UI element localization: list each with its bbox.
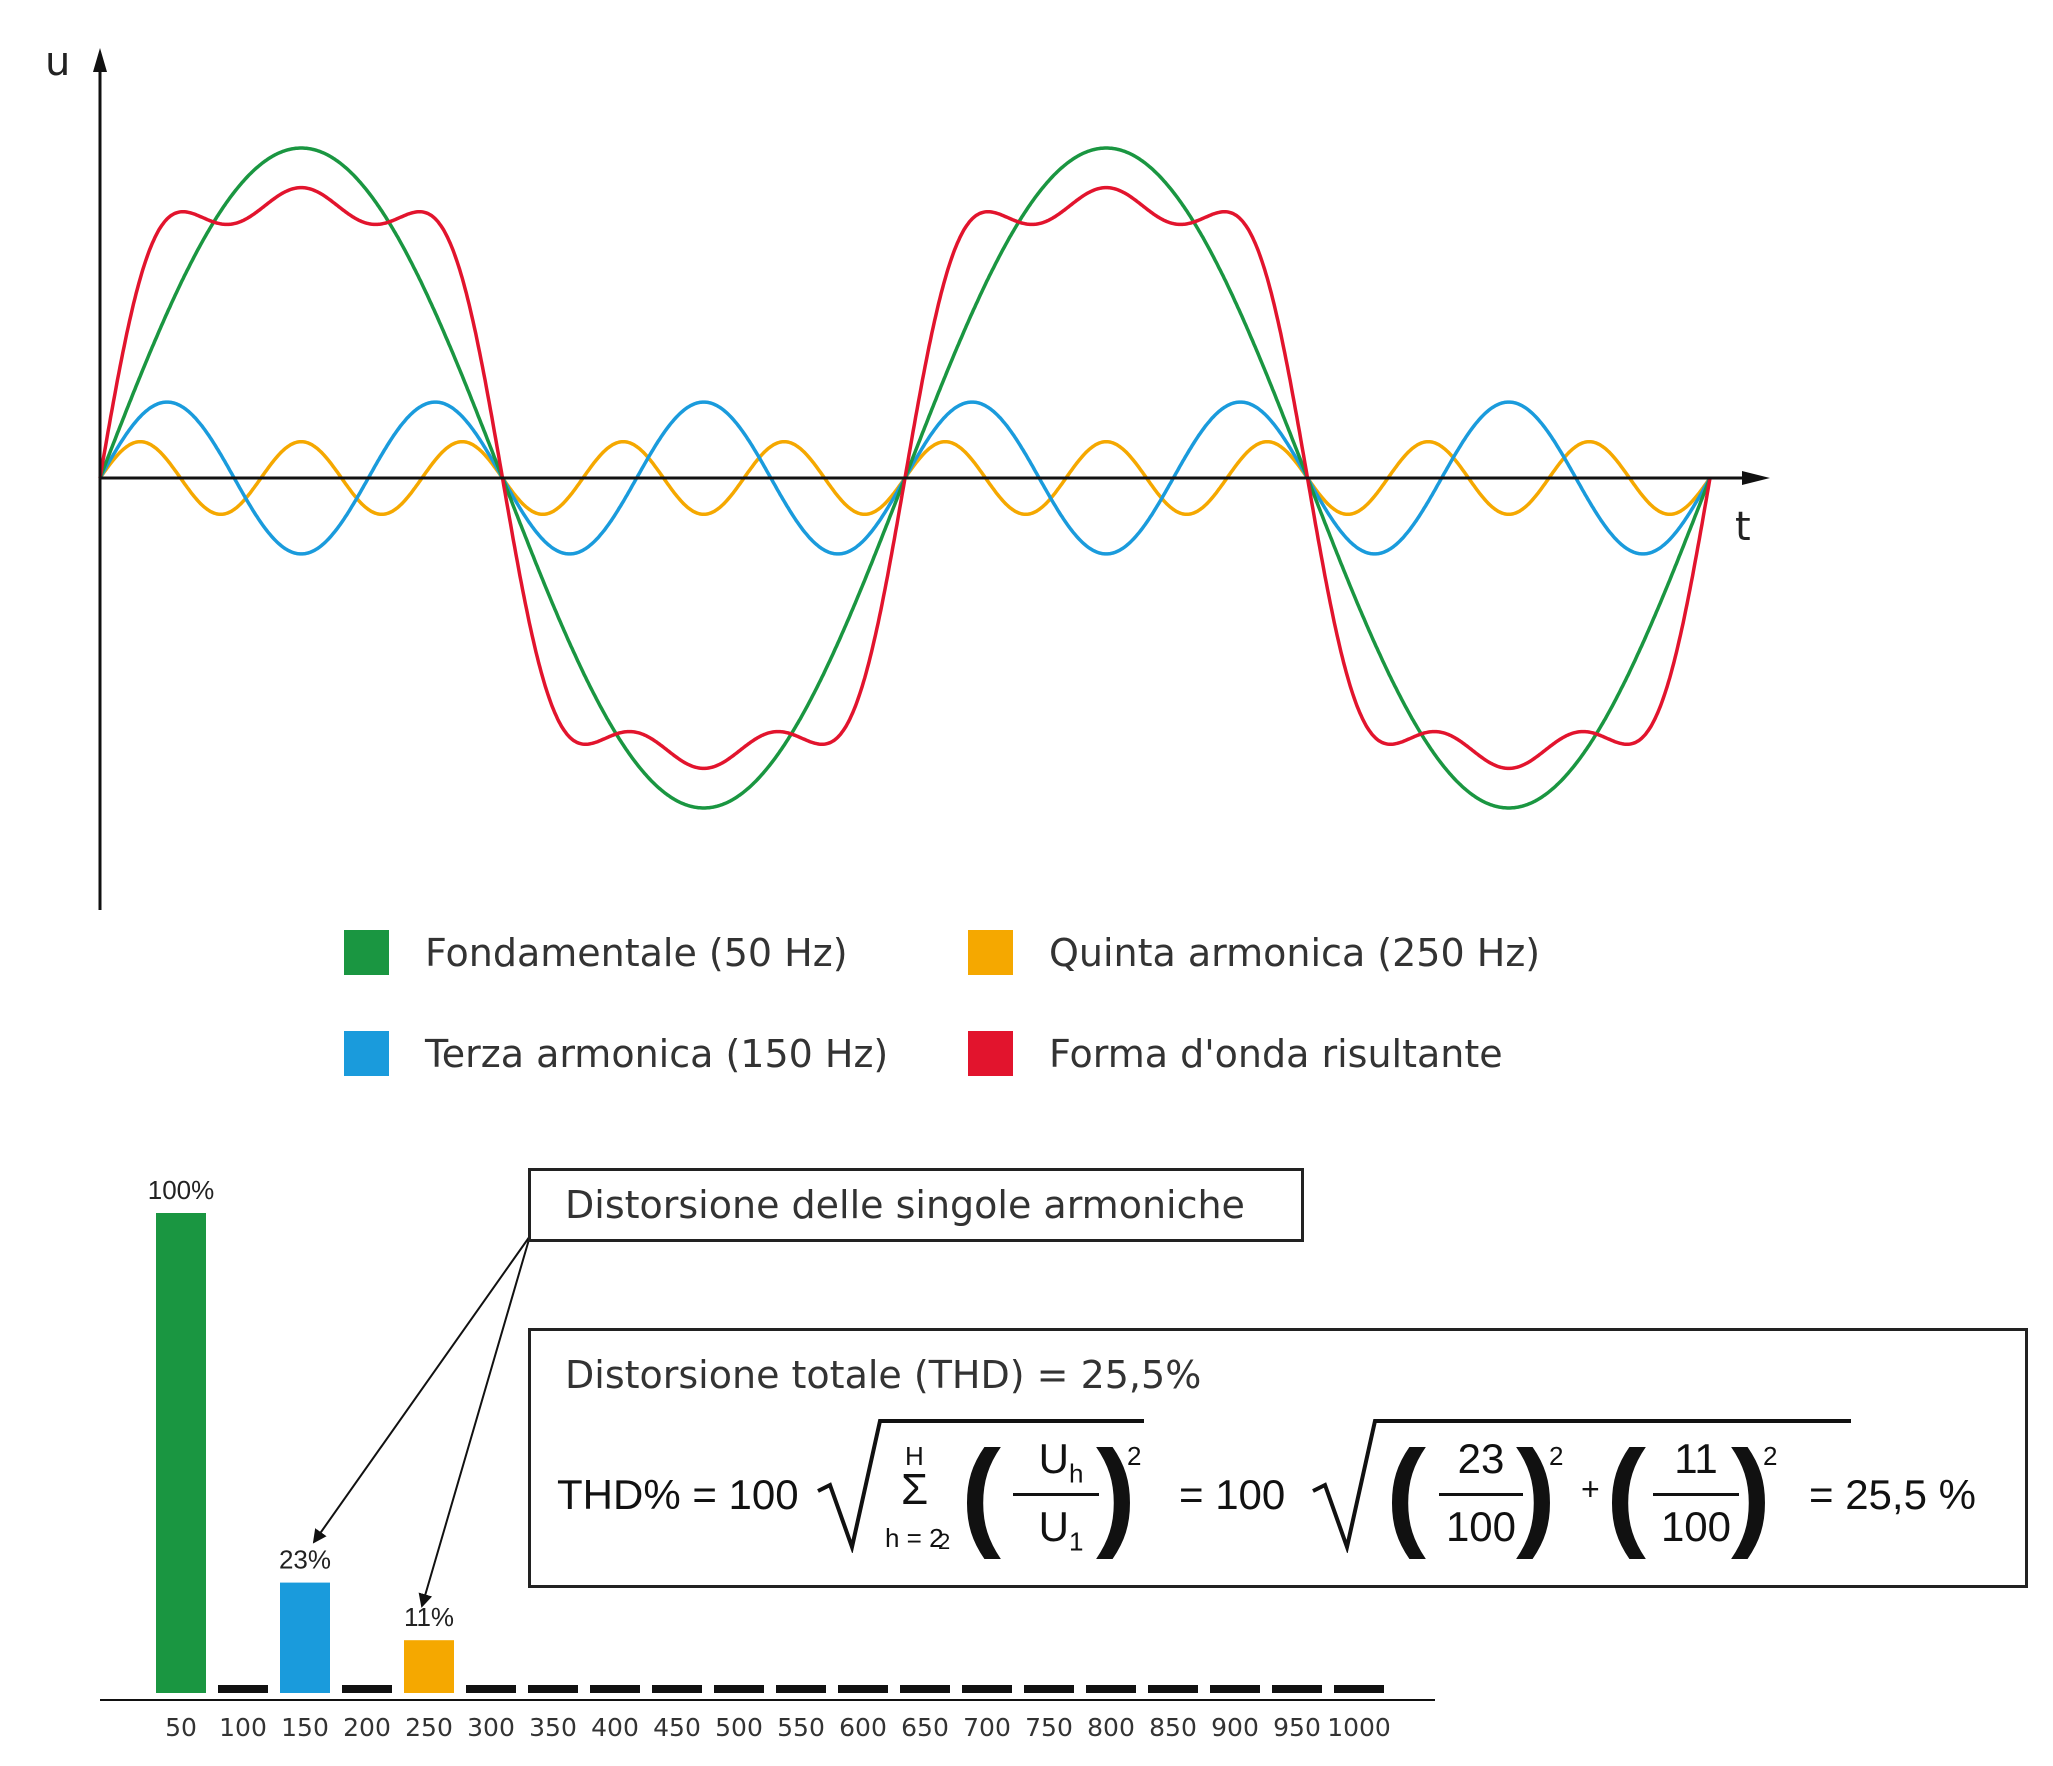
bar-1000 xyxy=(1334,1685,1384,1693)
waveform-chart: u t xyxy=(45,39,1770,910)
bar-850 xyxy=(1148,1685,1198,1693)
legend-swatch xyxy=(344,930,389,975)
bar-400 xyxy=(590,1685,640,1693)
bar-300 xyxy=(466,1685,516,1693)
tick-label-50: 50 xyxy=(165,1713,197,1742)
thd-box: Distorsione totale (THD) = 25,5% THD% = … xyxy=(528,1328,2028,1588)
tick-label-750: 750 xyxy=(1025,1713,1073,1742)
exp-2: 2 xyxy=(1549,1441,1564,1471)
bar-900 xyxy=(1210,1685,1260,1693)
bar-450 xyxy=(652,1685,702,1693)
legend-item-quinta: Quinta armonica (250 Hz) xyxy=(968,930,1540,975)
frac-1-den: 100 xyxy=(1445,1503,1517,1550)
tick-label-600: 600 xyxy=(839,1713,887,1742)
frac-bar-1 xyxy=(1013,1493,1099,1496)
tick-label-650: 650 xyxy=(901,1713,949,1742)
tick-label-800: 800 xyxy=(1087,1713,1135,1742)
paren-close-2: ) xyxy=(1516,1426,1556,1560)
callout-box: Distorsione delle singole armoniche xyxy=(528,1168,1304,1242)
y-axis-label: u xyxy=(45,39,70,85)
tick-label-400: 400 xyxy=(591,1713,639,1742)
data-label-50: 100% xyxy=(148,1175,215,1205)
harmonic-spectrum-chart: 100% 23% 11% 50 100 150 200 250 300 350 400 450 500… xyxy=(100,1175,1435,1742)
tick-label-500: 500 xyxy=(715,1713,763,1742)
bar-950 xyxy=(1272,1685,1322,1693)
legend-label: Quinta armonica (250 Hz) xyxy=(1049,930,1541,975)
tick-label-100: 100 xyxy=(219,1713,267,1742)
sum-index-2: 2 xyxy=(938,1529,951,1554)
tick-labels-group: 50 100 150 200 250 300 350 400 450 500 550 600 650 70… xyxy=(165,1713,1391,1742)
sum-top: H xyxy=(905,1441,924,1471)
legend-swatch xyxy=(344,1031,389,1076)
data-label-150: 23% xyxy=(279,1545,331,1575)
tick-label-900: 900 xyxy=(1211,1713,1259,1742)
legend-item-terza: Terza armonica (150 Hz) xyxy=(344,1031,888,1076)
tick-label-550: 550 xyxy=(777,1713,825,1742)
legend-label: Fondamentale (50 Hz) xyxy=(425,930,848,975)
x-axis-arrow xyxy=(1742,471,1770,485)
radical-1 xyxy=(817,1419,1144,1553)
bar-100 xyxy=(218,1685,268,1693)
formula-mid: = 100 xyxy=(1179,1471,1286,1518)
tick-label-350: 350 xyxy=(529,1713,577,1742)
callout-arrow-250 xyxy=(418,1235,531,1608)
formula-result: = 25,5 % xyxy=(1809,1471,1976,1518)
exp-3: 2 xyxy=(1763,1441,1778,1471)
y-axis-arrow xyxy=(93,48,107,72)
callout-arrow-150 xyxy=(312,1235,531,1544)
formula-lhs: THD% = 100 xyxy=(557,1471,799,1518)
legend-swatch xyxy=(968,930,1013,975)
tick-label-850: 850 xyxy=(1149,1713,1197,1742)
tick-label-300: 300 xyxy=(467,1713,515,1742)
frac-u-num: Uh xyxy=(1038,1435,1084,1489)
paren-close-3: ) xyxy=(1731,1426,1771,1560)
legend-item-fondamentale: Fondamentale (50 Hz) xyxy=(344,930,848,975)
bar-350 xyxy=(528,1685,578,1693)
bar-500 xyxy=(714,1685,764,1693)
paren-close-1: ) xyxy=(1096,1426,1136,1560)
legend-label: Terza armonica (150 Hz) xyxy=(425,1031,889,1076)
frac-2-num: 11 xyxy=(1674,1435,1718,1482)
legend-item-risultante: Forma d'onda risultante xyxy=(968,1031,1503,1076)
frac-2-den: 100 xyxy=(1660,1503,1732,1550)
bar-250 xyxy=(404,1640,454,1693)
exp-1: 2 xyxy=(1127,1441,1142,1471)
bar-750 xyxy=(1024,1685,1074,1693)
bar-150 xyxy=(280,1582,330,1693)
tick-label-950: 950 xyxy=(1273,1713,1321,1742)
sum-symbol: Σ xyxy=(901,1465,929,1514)
bar-700 xyxy=(962,1685,1012,1693)
frac-bar-2 xyxy=(1439,1493,1523,1496)
bar-600 xyxy=(838,1685,888,1693)
callout-label: Distorsione delle singole armoniche xyxy=(565,1183,1245,1227)
bar-650 xyxy=(900,1685,950,1693)
tick-label-450: 450 xyxy=(653,1713,701,1742)
frac-u-den: U1 xyxy=(1038,1503,1084,1557)
tick-label-250: 250 xyxy=(405,1713,453,1742)
tick-label-200: 200 xyxy=(343,1713,391,1742)
tick-label-1000: 1000 xyxy=(1327,1713,1391,1742)
frac-1-num: 23 xyxy=(1457,1435,1505,1482)
thd-title: Distorsione totale (THD) = 25,5% xyxy=(565,1353,1202,1397)
tick-label-150: 150 xyxy=(281,1713,329,1742)
legend-label: Forma d'onda risultante xyxy=(1049,1031,1503,1076)
bar-200 xyxy=(342,1685,392,1693)
bar-550 xyxy=(776,1685,826,1693)
paren-open-2: ( xyxy=(1386,1426,1426,1560)
paren-open-3: ( xyxy=(1606,1426,1646,1560)
formula-plus: + xyxy=(1581,1471,1600,1507)
bar-800 xyxy=(1086,1685,1136,1693)
bar-50 xyxy=(156,1213,206,1693)
tick-label-700: 700 xyxy=(963,1713,1011,1742)
data-label-250: 11% xyxy=(404,1602,454,1632)
x-axis-label: t xyxy=(1735,504,1751,550)
legend-swatch xyxy=(968,1031,1013,1076)
sum-bottom: h = 2 xyxy=(885,1523,944,1553)
paren-open-1: ( xyxy=(961,1426,1001,1560)
thd-formula: THD% = 100 H Σ h = 2 2 ( Uh U1 ) 2 = 100… xyxy=(531,1331,2025,1585)
radical-2 xyxy=(1312,1419,1851,1553)
frac-bar-3 xyxy=(1653,1493,1739,1496)
